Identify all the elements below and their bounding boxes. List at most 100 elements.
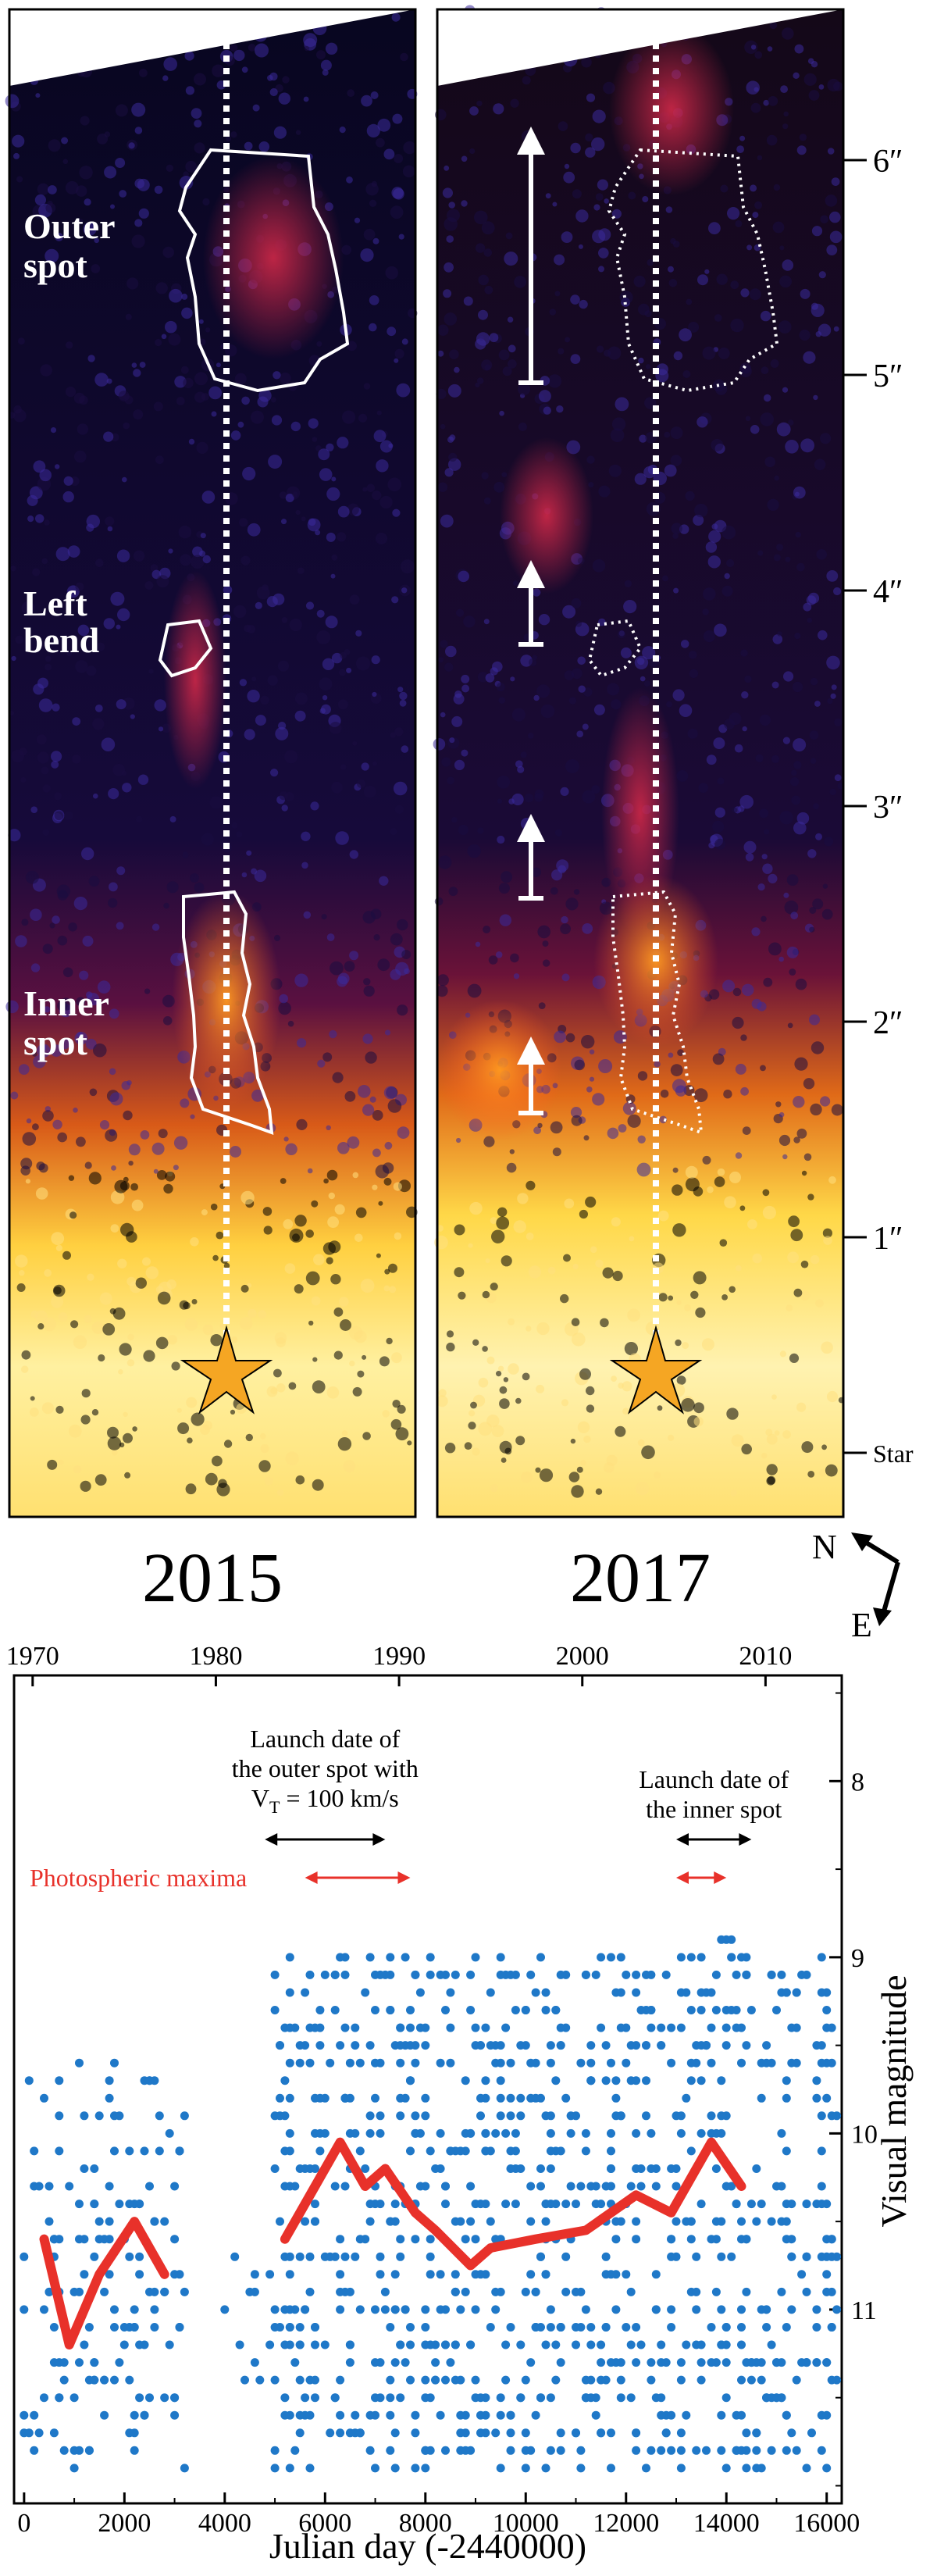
data-point <box>80 2164 89 2173</box>
data-point <box>711 1970 721 1979</box>
data-point <box>421 2111 430 2121</box>
data-point <box>737 1953 746 1962</box>
data-point <box>611 2305 621 2314</box>
data-point <box>345 2287 354 2296</box>
data-point <box>311 2164 319 2173</box>
data-point <box>762 2058 771 2068</box>
panel-2015-noise <box>5 8 418 1497</box>
data-point <box>647 1970 656 1979</box>
data-point <box>491 2305 501 2314</box>
data-point <box>451 2287 460 2296</box>
data-point <box>401 2305 410 2314</box>
compass-east-arrow <box>880 1561 900 1618</box>
data-point <box>361 2164 370 2173</box>
data-point <box>812 2093 821 2103</box>
data-point <box>421 2041 430 2050</box>
data-point <box>586 2323 596 2332</box>
data-point <box>436 2164 445 2173</box>
data-point <box>511 2006 520 2014</box>
data-point <box>777 2182 786 2191</box>
data-point <box>597 2358 606 2367</box>
data-point <box>441 2182 450 2191</box>
data-point <box>721 2393 731 2403</box>
data-point <box>336 2041 345 2050</box>
data-point <box>75 2200 84 2209</box>
chart-axes: 0 2000 4000 6000 8000 10000 12000 14000 16000 197… <box>6 1642 878 2538</box>
data-point <box>651 2182 661 2191</box>
data-point <box>285 2305 294 2314</box>
data-point <box>125 2146 134 2156</box>
data-point <box>105 2076 114 2085</box>
data-point <box>365 1953 375 1962</box>
data-point <box>551 2006 561 2014</box>
data-point <box>145 2076 154 2085</box>
data-point <box>175 2323 184 2332</box>
data-point <box>90 2200 99 2209</box>
data-point <box>496 1953 505 1962</box>
data-point <box>697 2340 706 2349</box>
data-point <box>386 2375 395 2385</box>
data-point <box>170 2235 180 2244</box>
data-point <box>611 2076 621 2085</box>
data-point <box>34 2182 44 2191</box>
data-point <box>135 2200 144 2209</box>
data-point <box>581 2375 590 2385</box>
data-point <box>20 2252 29 2261</box>
data-point <box>456 2375 465 2385</box>
data-point <box>481 2128 490 2138</box>
data-point <box>265 2340 275 2349</box>
data-point <box>812 2305 821 2314</box>
data-point <box>380 1970 390 1979</box>
data-point <box>105 2270 114 2279</box>
data-point <box>421 2023 430 2032</box>
data-point <box>581 1970 590 1979</box>
data-point <box>380 2287 390 2296</box>
data-point <box>115 2358 124 2367</box>
data-point <box>632 2128 641 2138</box>
data-point <box>717 2252 726 2261</box>
data-point <box>632 1970 641 1979</box>
data-point <box>707 1988 716 1997</box>
data-point <box>737 2340 746 2349</box>
data-point <box>576 2464 586 2473</box>
left-bend-label-2: bend <box>23 620 100 660</box>
data-point <box>155 2111 164 2121</box>
data-point <box>711 2235 721 2244</box>
data-point <box>707 2358 716 2367</box>
data-point <box>411 2058 420 2068</box>
data-point <box>336 2305 345 2314</box>
data-point <box>636 2182 646 2191</box>
data-point <box>746 2200 756 2209</box>
data-point <box>521 2006 530 2014</box>
data-point <box>295 2252 305 2261</box>
data-point <box>80 2270 89 2279</box>
data-point <box>792 2375 801 2385</box>
scale-tick: 3″ <box>873 790 903 826</box>
inner-spot-contour <box>182 890 274 1135</box>
data-point <box>365 2041 375 2050</box>
data-point <box>230 2252 240 2261</box>
scale-tick: 6″ <box>873 144 903 180</box>
data-point <box>456 2410 465 2420</box>
data-point <box>572 2111 580 2121</box>
data-point <box>94 2111 104 2121</box>
data-point <box>406 2375 415 2385</box>
data-point <box>551 2076 561 2085</box>
data-point <box>130 2305 139 2314</box>
data-point <box>441 2446 450 2455</box>
data-point <box>330 2006 340 2014</box>
data-point <box>451 2270 460 2279</box>
data-point <box>541 2006 550 2014</box>
data-point <box>501 2023 511 2032</box>
data-point <box>732 2023 741 2032</box>
data-point <box>365 2217 375 2226</box>
data-point <box>586 2041 596 2050</box>
data-point <box>295 2428 305 2438</box>
data-point <box>160 2217 169 2226</box>
data-point <box>496 2393 505 2403</box>
data-point <box>772 2393 781 2403</box>
data-point <box>521 2464 530 2473</box>
data-point <box>817 2446 826 2455</box>
data-point <box>100 2375 109 2385</box>
data-point <box>501 2340 511 2349</box>
